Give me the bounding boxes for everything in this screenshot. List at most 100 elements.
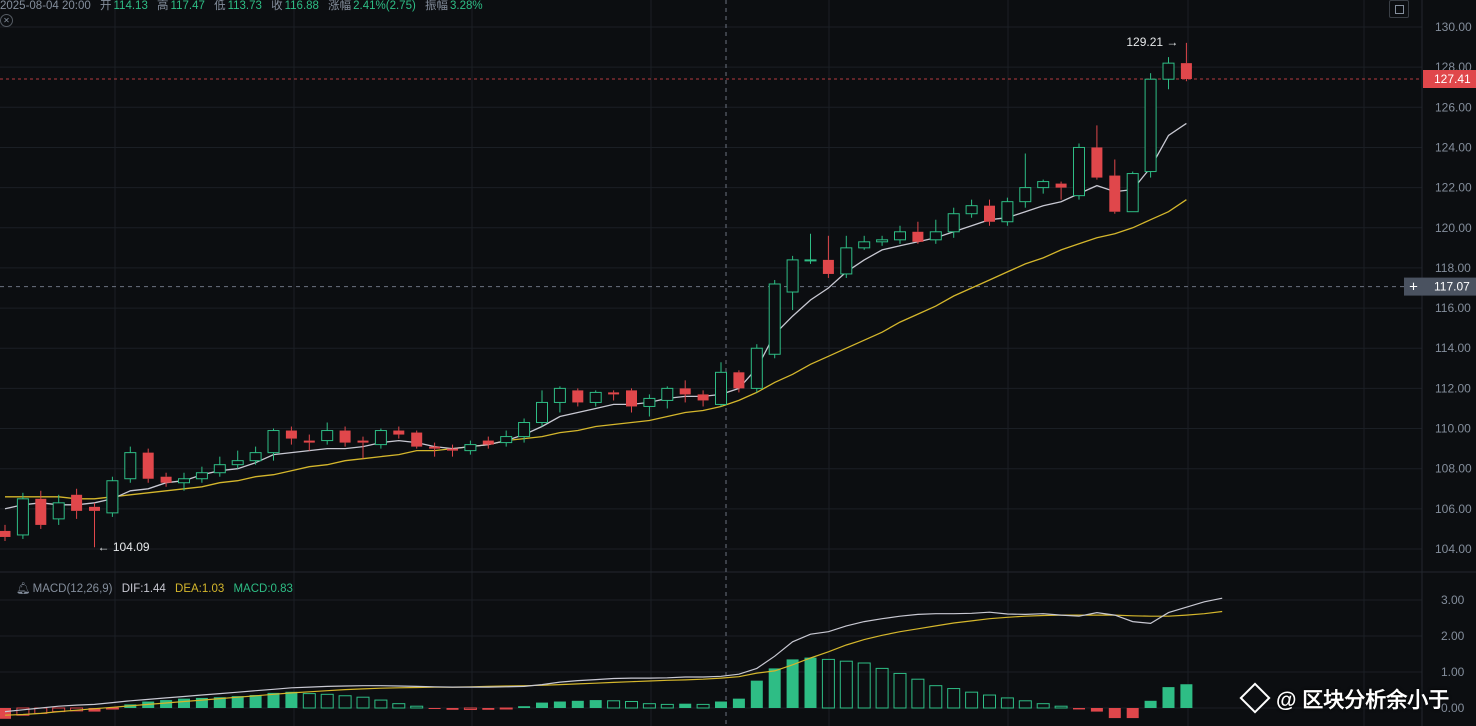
candle-body <box>16 498 29 536</box>
candle-up <box>929 219 942 244</box>
candle-up <box>464 440 477 455</box>
price-axis-label: 116.00 <box>1435 301 1471 315</box>
candle-body <box>285 430 297 439</box>
visibility-toggle-icon[interactable]: ✕ <box>0 14 13 27</box>
candle-body <box>518 422 531 438</box>
candle-body <box>500 436 513 444</box>
candle-down <box>822 235 834 278</box>
macd-bar <box>178 698 190 708</box>
candle-body <box>553 387 566 403</box>
candle-body <box>106 480 119 514</box>
dea-line <box>4 610 1223 716</box>
price-axis-label: 104.00 <box>1435 542 1472 556</box>
candle-down <box>482 436 494 449</box>
macd-bar <box>1036 703 1050 709</box>
candle-body <box>626 390 637 407</box>
candle-body <box>124 452 137 480</box>
candle-down <box>303 434 315 451</box>
candle-body <box>786 259 799 293</box>
candle-body <box>1001 201 1014 223</box>
macd-bar <box>553 701 566 708</box>
candle-down <box>626 388 637 413</box>
fullscreen-icon[interactable] <box>1389 0 1409 18</box>
dif-value: DIF:1.44 <box>121 583 166 595</box>
price-axis-label: 108.00 <box>1435 462 1472 476</box>
candle-up <box>536 390 548 427</box>
macd-axis-label: 0.00 <box>1441 701 1465 715</box>
macd-bar <box>768 668 781 708</box>
candle-body <box>984 205 995 222</box>
alert-bell-icon[interactable]: 🔔︎ <box>16 583 31 595</box>
candle-body <box>894 231 906 241</box>
price-axis-label: 110.00 <box>1435 422 1471 436</box>
dea-value: DEA:1.03 <box>175 583 225 595</box>
candle-down <box>160 472 172 487</box>
candle-up <box>894 225 906 244</box>
price-axis-label: 130.00 <box>1435 20 1472 34</box>
candle-up <box>195 466 208 483</box>
price-axis-label: 120.00 <box>1435 221 1472 235</box>
macd-bar <box>302 693 316 709</box>
macd-bar <box>267 692 280 708</box>
watermark-logo-icon <box>1239 682 1271 714</box>
candle-body <box>679 388 691 395</box>
macd-bar <box>821 658 835 709</box>
macd-bar <box>1162 687 1175 708</box>
candle-body <box>213 464 226 474</box>
candle-down <box>608 390 620 401</box>
candle-body <box>231 460 244 466</box>
candle-up <box>1019 153 1032 208</box>
macd-bar <box>231 696 244 708</box>
candle-body <box>715 371 727 405</box>
macd-bar <box>463 707 477 710</box>
candle-body <box>876 239 889 243</box>
candle-up <box>267 428 280 461</box>
candle-up <box>750 344 763 393</box>
low-price-marker: ← 104.09 <box>98 540 150 554</box>
macd-bar <box>786 659 799 708</box>
macd-bar <box>338 695 352 709</box>
macd-name[interactable]: MACD(12,26,9) <box>32 583 113 595</box>
candle-up <box>947 207 960 238</box>
macd-bar <box>1108 708 1121 719</box>
candle-up <box>786 255 799 311</box>
macd-bar <box>839 660 853 709</box>
candle-up <box>178 472 190 491</box>
candle-body <box>357 440 369 443</box>
change-label: 涨幅 <box>328 0 352 12</box>
macd-bar <box>285 691 298 708</box>
candle-up <box>518 418 531 443</box>
last-price-tag-label: 127.41 <box>1434 72 1471 86</box>
candle-up <box>1144 73 1157 178</box>
candle-body <box>1126 173 1139 213</box>
macd-axis-label: 1.00 <box>1441 665 1465 679</box>
candle-down <box>1109 159 1121 214</box>
candle-body <box>536 401 548 424</box>
candle-up <box>52 494 65 525</box>
candle-body <box>89 506 100 511</box>
candle-body <box>303 440 315 443</box>
candle-timestamp: 2025-08-04 20:00 <box>0 0 91 12</box>
crosshair-price-tag <box>1423 277 1476 296</box>
macd-bar <box>1018 700 1032 709</box>
macd-bar <box>1090 708 1103 712</box>
candle-body <box>768 283 781 355</box>
macd-bar <box>446 708 459 710</box>
ma-fast-line <box>4 122 1187 510</box>
candle-up <box>374 428 387 449</box>
open-label: 开 <box>100 0 112 12</box>
candle-body <box>912 231 924 242</box>
close-value: 116.88 <box>284 0 319 12</box>
candle-down <box>679 380 691 403</box>
candle-body <box>608 392 620 395</box>
candle-up <box>858 235 871 250</box>
low-value: 113.73 <box>227 0 262 12</box>
crosshair-add-icon <box>1404 277 1423 296</box>
candle-up <box>965 199 978 218</box>
amplitude-label: 振幅 <box>425 0 448 12</box>
macd-bar <box>911 678 925 709</box>
candle-down <box>142 448 154 483</box>
macd-bar <box>249 695 262 708</box>
candle-up <box>553 386 566 413</box>
